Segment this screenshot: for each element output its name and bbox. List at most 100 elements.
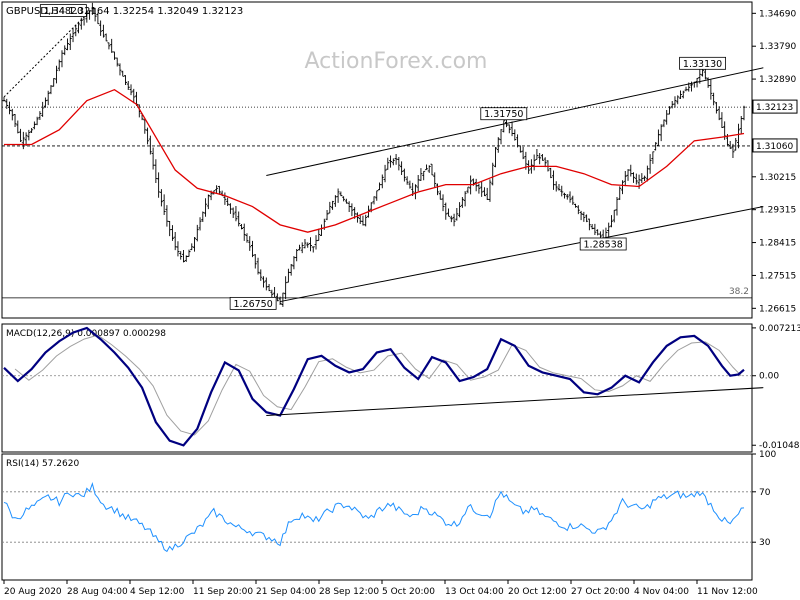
price-callout-label: 1.33130	[683, 59, 722, 70]
y-tick-label-price: 1.33790	[759, 42, 796, 52]
last-price-box	[752, 99, 798, 114]
price-bar	[19, 128, 23, 142]
price-bar	[314, 235, 318, 250]
price-bar	[557, 184, 561, 191]
price-bar	[339, 191, 343, 197]
price-bar	[157, 172, 161, 198]
price-bar	[521, 146, 525, 160]
price-callout-box	[39, 4, 87, 17]
price-bar	[112, 51, 116, 60]
price-bar	[413, 184, 417, 200]
price-bar	[739, 116, 743, 134]
price-bar	[121, 70, 125, 77]
price-bar	[502, 120, 506, 133]
price-bar	[297, 244, 301, 251]
price-bar	[510, 121, 514, 137]
price-bar	[204, 198, 208, 217]
price-bar	[499, 129, 503, 145]
price-bar	[237, 211, 241, 227]
price-bar	[267, 283, 271, 292]
price-bar	[477, 183, 481, 194]
price-bar	[485, 187, 489, 201]
price-bar	[640, 173, 644, 183]
price-bar	[607, 222, 611, 237]
price-bar	[10, 108, 14, 121]
price-bar	[206, 194, 210, 210]
price-bar	[248, 236, 252, 251]
price-bar	[74, 24, 78, 37]
price-bar	[295, 249, 299, 262]
price-bar	[433, 172, 437, 188]
price-bar	[692, 81, 696, 88]
price-callout-label: 1.34820	[44, 6, 83, 17]
x-tick-label: 4 Nov 04:00	[634, 587, 689, 597]
price-bar	[126, 80, 130, 90]
price-bar	[68, 33, 72, 51]
price-bar	[449, 215, 453, 223]
price-bar	[576, 205, 580, 215]
price-bar	[458, 202, 462, 218]
price-bar	[383, 164, 387, 183]
price-bar	[173, 231, 177, 251]
price-bar	[488, 179, 492, 202]
price-bar	[16, 120, 20, 134]
price-bar	[667, 106, 671, 115]
price-bar	[300, 242, 304, 254]
price-bar	[687, 82, 691, 92]
price-bar	[132, 88, 136, 104]
price-bar	[554, 181, 558, 192]
price-callout-box	[579, 237, 627, 251]
price-bar	[416, 175, 420, 192]
price-bar	[466, 186, 470, 194]
price-bar	[532, 154, 536, 171]
price-bar	[187, 249, 191, 257]
chart-title: GBPUSD,H4 1.32164 1.32254 1.32049 1.3212…	[6, 6, 243, 17]
price-bar	[46, 90, 50, 106]
price-bar	[455, 208, 459, 221]
price-bar	[656, 129, 660, 146]
x-tick-label: 13 Oct 04:00	[445, 587, 504, 597]
x-tick-label: 28 Aug 04:00	[67, 587, 128, 597]
watermark: ActionForex.com	[305, 49, 488, 74]
price-bar	[493, 147, 497, 168]
y-tick-label-rsi: 30	[759, 538, 771, 548]
y-tick-label-price: 1.32890	[759, 75, 796, 85]
price-bar	[104, 33, 108, 42]
price-bar	[358, 214, 362, 225]
price-bar	[347, 201, 351, 212]
price-bar	[242, 223, 246, 241]
price-bar	[71, 27, 75, 43]
price-bar	[184, 255, 188, 262]
price-bar	[107, 42, 111, 50]
price-bar	[551, 170, 555, 190]
price-bar	[251, 240, 255, 258]
price-bar	[85, 10, 89, 23]
price-bar	[720, 112, 724, 129]
price-bar	[596, 229, 600, 236]
price-bar	[306, 242, 310, 248]
price-bar	[380, 174, 384, 189]
price-bar	[731, 143, 735, 159]
price-bar	[66, 38, 70, 51]
rsi-frame	[1, 453, 753, 581]
price-bar	[21, 131, 25, 150]
price-bar	[231, 207, 235, 219]
price-bar	[342, 196, 346, 202]
price-bar	[201, 211, 205, 223]
price-bar	[372, 196, 376, 205]
y-tick-label-macd: -0.01048	[759, 441, 800, 451]
price-bar	[579, 210, 583, 221]
price-frame	[1, 1, 753, 319]
price-bar	[480, 181, 484, 197]
x-tick-label: 11 Nov 12:00	[697, 587, 758, 597]
macd-support-line	[266, 387, 764, 417]
price-bar	[118, 63, 122, 76]
price-bar	[115, 57, 119, 67]
x-tick-label: 5 Oct 20:00	[382, 587, 435, 597]
y-tick-label-price: 1.29315	[759, 206, 796, 216]
price-bar	[430, 163, 434, 176]
price-bar	[190, 243, 194, 251]
price-bar	[49, 85, 53, 95]
macd-panel: MACD(12,26,9) 0.000897 0.000298 0.007213 0…	[1, 323, 800, 453]
x-tick-label: 20 Aug 2020	[4, 587, 62, 597]
